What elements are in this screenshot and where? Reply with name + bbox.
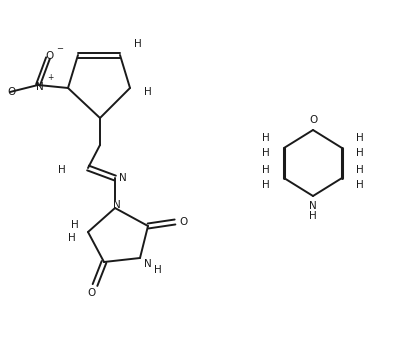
Text: H: H [71, 220, 79, 230]
Text: H: H [68, 233, 76, 243]
Text: O: O [179, 217, 187, 227]
Text: N: N [113, 200, 121, 210]
Text: H: H [262, 180, 270, 190]
Text: H: H [58, 165, 66, 175]
Text: O: O [309, 115, 317, 125]
Text: H: H [144, 87, 152, 97]
Text: O: O [46, 51, 54, 61]
Text: N: N [144, 259, 152, 269]
Text: H: H [154, 265, 162, 275]
Text: H: H [262, 148, 270, 158]
Text: O: O [8, 87, 16, 97]
Text: N: N [36, 82, 44, 92]
Text: H: H [356, 165, 364, 175]
Text: H: H [356, 148, 364, 158]
Text: H: H [309, 211, 317, 221]
Text: H: H [134, 39, 142, 49]
Text: N: N [119, 173, 127, 183]
Text: −: − [57, 45, 63, 53]
Text: H: H [262, 133, 270, 143]
Text: +: + [47, 72, 53, 82]
Text: N: N [309, 201, 317, 211]
Text: H: H [262, 165, 270, 175]
Text: O: O [87, 288, 95, 298]
Text: H: H [356, 180, 364, 190]
Text: H: H [356, 133, 364, 143]
